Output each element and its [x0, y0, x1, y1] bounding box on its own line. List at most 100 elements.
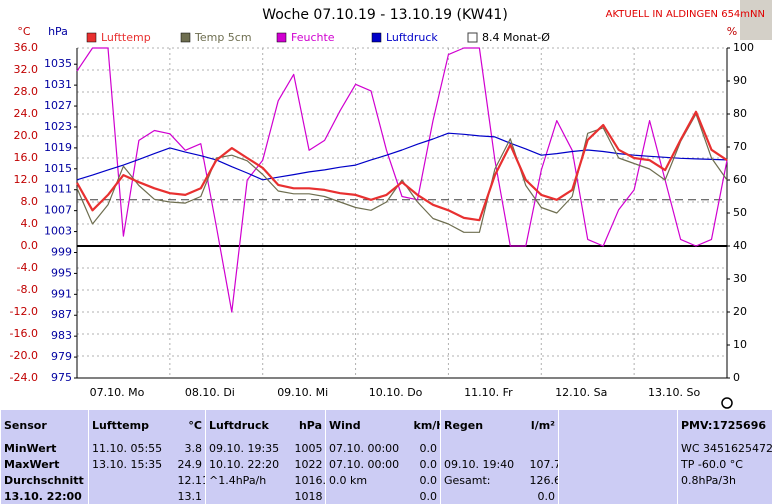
y-tick-label: -20.0 — [10, 349, 38, 362]
table-cell: km/h — [411, 410, 441, 440]
table-cell: Luftdruck — [206, 410, 292, 440]
y3-tick-label: 983 — [51, 329, 72, 342]
legend-label: Luftdruck — [386, 31, 438, 44]
y3-tick-label: 1031 — [44, 78, 72, 91]
table-cell: 1022 — [292, 456, 326, 472]
y-tick-label: -12.0 — [10, 305, 38, 318]
table-cell: 1018 — [292, 488, 326, 504]
table-cell — [559, 456, 678, 472]
table-cell: 09.10. 19:35 — [206, 440, 292, 456]
table-cell: 09.10. 19:40 — [441, 456, 527, 472]
table-cell: 3.8 — [175, 440, 206, 456]
table-cell — [559, 488, 678, 504]
y2-tick-label: 10 — [733, 338, 747, 351]
legend-label: Lufttemp — [101, 31, 151, 44]
chart-title: Woche 07.10.19 - 13.10.19 (KW41) — [262, 7, 508, 23]
y3-tick-label: 1007 — [44, 204, 72, 217]
y-tick-label: -8.0 — [17, 283, 38, 296]
table-cell: PMV:1725696 — [678, 410, 772, 440]
y3-tick-label: 1027 — [44, 99, 72, 112]
y2-tick-label: 80 — [733, 107, 747, 120]
y3-tick-label: 1019 — [44, 141, 72, 154]
table-cell — [89, 472, 175, 488]
table-cell — [441, 440, 527, 456]
table-cell — [559, 440, 678, 456]
y3-tick-label: 991 — [51, 287, 72, 300]
table-cell: 0.0 km — [326, 472, 411, 488]
table-cell: 13.10. 15:35 — [89, 456, 175, 472]
y-tick-label: -16.0 — [10, 327, 38, 340]
y-tick-label: 28.0 — [14, 85, 39, 98]
table-cell: hPa — [292, 410, 326, 440]
x-tick-label: 08.10. Di — [185, 386, 235, 399]
series-line — [77, 112, 727, 220]
y2-unit: % — [727, 25, 737, 38]
table-cell: MinWert — [1, 440, 89, 456]
legend-swatch — [468, 33, 477, 42]
table-cell: 13.10. 22:00 — [1, 488, 89, 504]
table-cell — [527, 440, 559, 456]
page: Woche 07.10.19 - 13.10.19 (KW41) AKTUELL… — [0, 0, 772, 490]
y2-tick-label: 100 — [733, 41, 754, 54]
y-tick-label: 24.0 — [14, 107, 39, 120]
y3-tick-label: 995 — [51, 266, 72, 279]
table-cell — [326, 488, 411, 504]
table-cell: 107.7 — [527, 456, 559, 472]
table-cell — [89, 488, 175, 504]
table-cell: 0.0 — [411, 472, 441, 488]
y-tick-label: 0.0 — [21, 239, 39, 252]
table-cell — [678, 488, 772, 504]
table-cell — [206, 488, 292, 504]
chart-subtitle: AKTUELL IN ALDINGEN 654mNN — [606, 9, 765, 20]
y2-tick-label: 70 — [733, 140, 747, 153]
series-line — [77, 114, 727, 232]
table-cell: TP -60.0 °C — [678, 456, 772, 472]
table-cell: 10.10. 22:20 — [206, 456, 292, 472]
table-cell: 1016.9 — [292, 472, 326, 488]
table-cell: 0.0 — [411, 488, 441, 504]
table-cell: Gesamt: — [441, 472, 527, 488]
corner-strip — [740, 0, 772, 40]
table-cell: Lufttemp — [89, 410, 175, 440]
y-tick-label: -24.0 — [10, 371, 38, 384]
table-cell: 24.9 — [175, 456, 206, 472]
y2-tick-label: 30 — [733, 272, 747, 285]
legend-swatch — [87, 33, 96, 42]
y3-tick-label: 999 — [51, 245, 72, 258]
y3-tick-label: 987 — [51, 308, 72, 321]
y2-tick-label: 60 — [733, 173, 747, 186]
table-cell: Wind — [326, 410, 411, 440]
x-tick-label: 07.10. Mo — [90, 386, 145, 399]
y-unit: °C — [17, 25, 31, 38]
x-tick-label: 10.10. Do — [369, 386, 423, 399]
y3-tick-label: 975 — [51, 371, 72, 384]
y3-tick-label: 1003 — [44, 225, 72, 238]
y-tick-label: 32.0 — [14, 63, 39, 76]
y-tick-label: 4.0 — [21, 217, 39, 230]
table-cell: 13.1 — [175, 488, 206, 504]
table-cell: 07.10. 00:00 — [326, 456, 411, 472]
table-cell: 1005 — [292, 440, 326, 456]
legend-label: Feuchte — [291, 31, 335, 44]
table-cell: 07.10. 00:00 — [326, 440, 411, 456]
y3-tick-label: 1011 — [44, 183, 72, 196]
y-tick-label: 16.0 — [14, 151, 39, 164]
x-tick-label: 11.10. Fr — [464, 386, 513, 399]
y-tick-label: 36.0 — [14, 41, 39, 54]
x-tick-label: 12.10. Sa — [555, 386, 607, 399]
x-tick-label: 09.10. Mi — [277, 386, 328, 399]
table-cell — [441, 488, 527, 504]
y3-unit: hPa — [48, 25, 68, 38]
table-cell — [559, 472, 678, 488]
table-cell: WC 3451625472 — [678, 440, 772, 456]
table-cell: 126.6 — [527, 472, 559, 488]
x-tick-label: 13.10. So — [648, 386, 700, 399]
legend-swatch — [372, 33, 381, 42]
legend-swatch — [181, 33, 190, 42]
y2-tick-label: 40 — [733, 239, 747, 252]
